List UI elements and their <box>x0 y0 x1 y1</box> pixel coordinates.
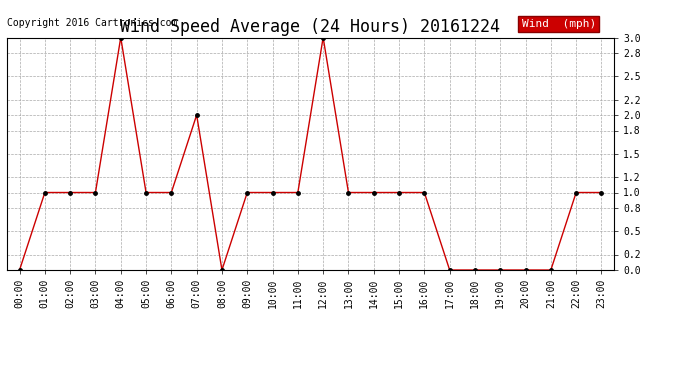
Title: Wind Speed Average (24 Hours) 20161224: Wind Speed Average (24 Hours) 20161224 <box>121 18 500 36</box>
Text: Wind  (mph): Wind (mph) <box>522 19 596 29</box>
Text: Copyright 2016 Cartronics.com: Copyright 2016 Cartronics.com <box>7 18 177 28</box>
